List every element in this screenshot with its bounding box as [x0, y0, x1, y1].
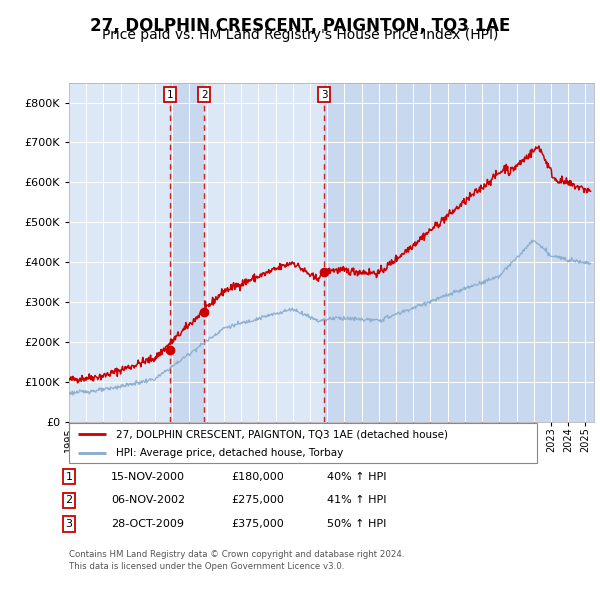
Bar [324, 83, 594, 422]
Text: Contains HM Land Registry data © Crown copyright and database right 2024.: Contains HM Land Registry data © Crown c… [69, 550, 404, 559]
Text: 27, DOLPHIN CRESCENT, PAIGNTON, TQ3 1AE (detached house): 27, DOLPHIN CRESCENT, PAIGNTON, TQ3 1AE … [116, 430, 448, 440]
Text: 41% ↑ HPI: 41% ↑ HPI [327, 496, 386, 505]
Text: 3: 3 [65, 519, 73, 529]
Text: 2: 2 [65, 496, 73, 505]
Text: This data is licensed under the Open Government Licence v3.0.: This data is licensed under the Open Gov… [69, 562, 344, 571]
Text: 15-NOV-2000: 15-NOV-2000 [111, 472, 185, 481]
Text: £375,000: £375,000 [231, 519, 284, 529]
Text: £180,000: £180,000 [231, 472, 284, 481]
Text: 1: 1 [167, 90, 173, 100]
Text: £275,000: £275,000 [231, 496, 284, 505]
Text: 1: 1 [65, 472, 73, 481]
Bar [170, 83, 204, 422]
Text: 3: 3 [321, 90, 328, 100]
Text: HPI: Average price, detached house, Torbay: HPI: Average price, detached house, Torb… [116, 448, 343, 458]
Text: 27, DOLPHIN CRESCENT, PAIGNTON, TQ3 1AE: 27, DOLPHIN CRESCENT, PAIGNTON, TQ3 1AE [90, 17, 510, 35]
Text: 50% ↑ HPI: 50% ↑ HPI [327, 519, 386, 529]
Text: 28-OCT-2009: 28-OCT-2009 [111, 519, 184, 529]
Text: 40% ↑ HPI: 40% ↑ HPI [327, 472, 386, 481]
Text: 2: 2 [201, 90, 208, 100]
Text: 06-NOV-2002: 06-NOV-2002 [111, 496, 185, 505]
Text: Price paid vs. HM Land Registry's House Price Index (HPI): Price paid vs. HM Land Registry's House … [102, 28, 498, 42]
